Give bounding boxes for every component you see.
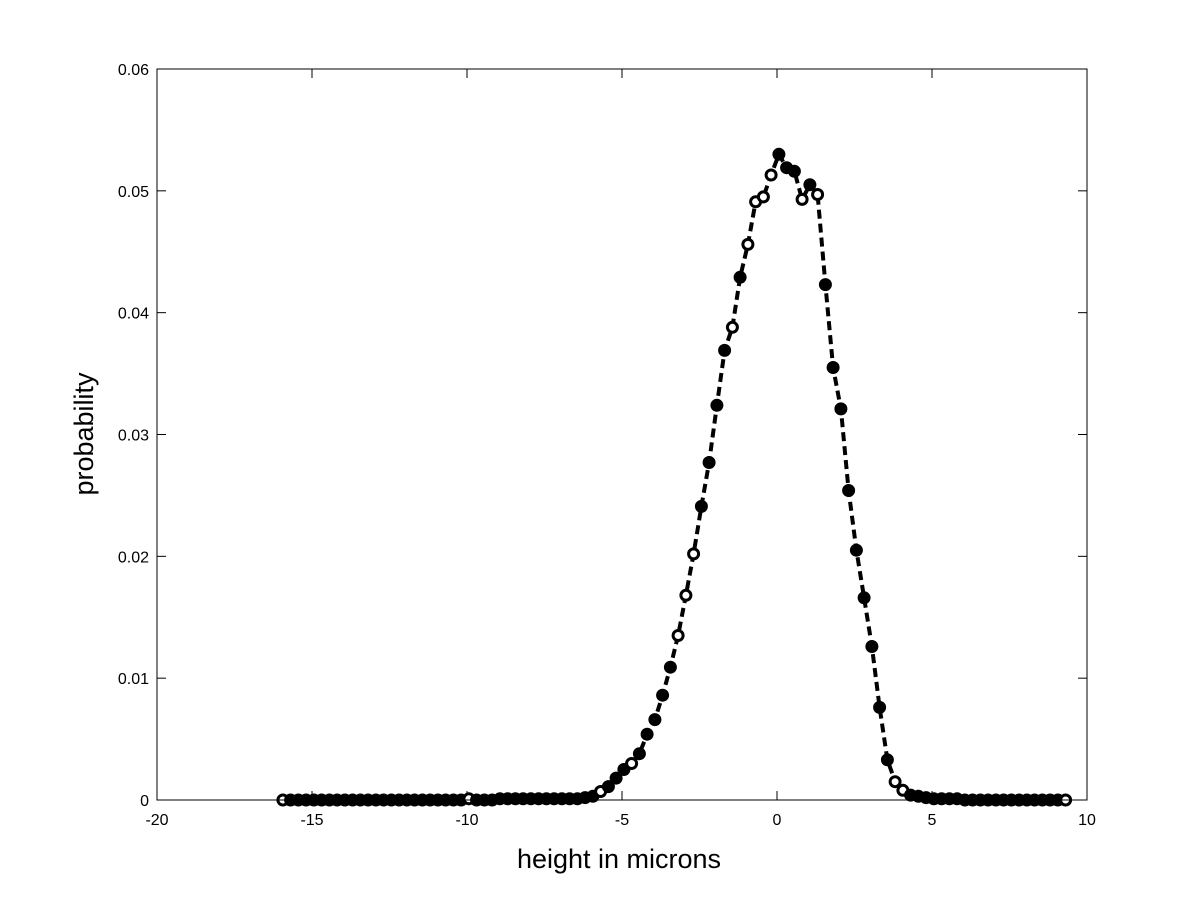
data-point-marker: [625, 757, 639, 770]
y-tick-label: 0: [140, 793, 149, 810]
data-point-marker: [694, 499, 708, 513]
data-point-marker: [710, 398, 724, 412]
data-point-marker: [741, 237, 755, 251]
data-point-marker: [849, 543, 863, 557]
data-point-marker: [865, 640, 879, 653]
data-point-marker: [834, 402, 848, 416]
data-point-marker: [772, 147, 786, 161]
data-point-marker: [873, 700, 887, 714]
y-tick-label: 0.01: [118, 671, 149, 688]
data-point-marker: [880, 753, 894, 767]
data-point-marker: [795, 192, 809, 206]
y-axis-label: probability: [69, 372, 99, 496]
y-tick-label: 0.02: [118, 549, 149, 566]
data-point-marker: [679, 588, 693, 602]
x-tick-label: 10: [1078, 812, 1096, 829]
data-point-marker: [648, 713, 662, 727]
x-axis-label: height in microns: [517, 844, 721, 874]
tick-labels: -20 -15 -10 -5 0 5 10 0 0.01 0.02 0.03 0.04 0.05 0.06: [118, 62, 1096, 829]
data-point-marker: [725, 320, 739, 334]
x-tick-label: 0: [773, 812, 782, 829]
x-tick-label: 5: [928, 812, 937, 829]
data-point-marker: [656, 688, 670, 702]
data-point-marker: [764, 168, 778, 182]
data-point-marker: [842, 484, 856, 497]
data-point-marker: [756, 190, 770, 204]
data-point-marker: [857, 591, 871, 605]
data-point-marker: [632, 747, 646, 761]
data-point-marker: [601, 780, 615, 794]
data-point-marker: [702, 456, 716, 469]
data-point-marker: [803, 178, 817, 192]
x-tick-label: -10: [455, 812, 478, 829]
y-tick-label: 0.06: [118, 62, 149, 79]
data-point-marker: [888, 775, 902, 789]
y-tick-label: 0.05: [118, 184, 149, 201]
data-point-marker: [609, 771, 623, 785]
data-point-marker: [787, 164, 801, 178]
data-point-marker: [811, 188, 825, 201]
y-tick-label: 0.04: [118, 306, 149, 323]
data-point-marker: [671, 629, 685, 642]
data-point-marker: [663, 660, 677, 674]
data-point-marker: [687, 547, 701, 561]
x-tick-label: -15: [300, 812, 323, 829]
data-point-marker: [640, 727, 654, 741]
data-point-marker: [826, 361, 840, 374]
data-point-marker: [718, 343, 732, 357]
data-point-marker: [818, 278, 832, 292]
data-series: [276, 147, 1073, 807]
x-tick-label: -20: [145, 812, 168, 829]
y-tick-label: 0.03: [118, 428, 149, 445]
data-point-marker: [733, 270, 747, 284]
plot-frame: [156, 68, 1088, 801]
x-tick-label: -5: [615, 812, 629, 829]
